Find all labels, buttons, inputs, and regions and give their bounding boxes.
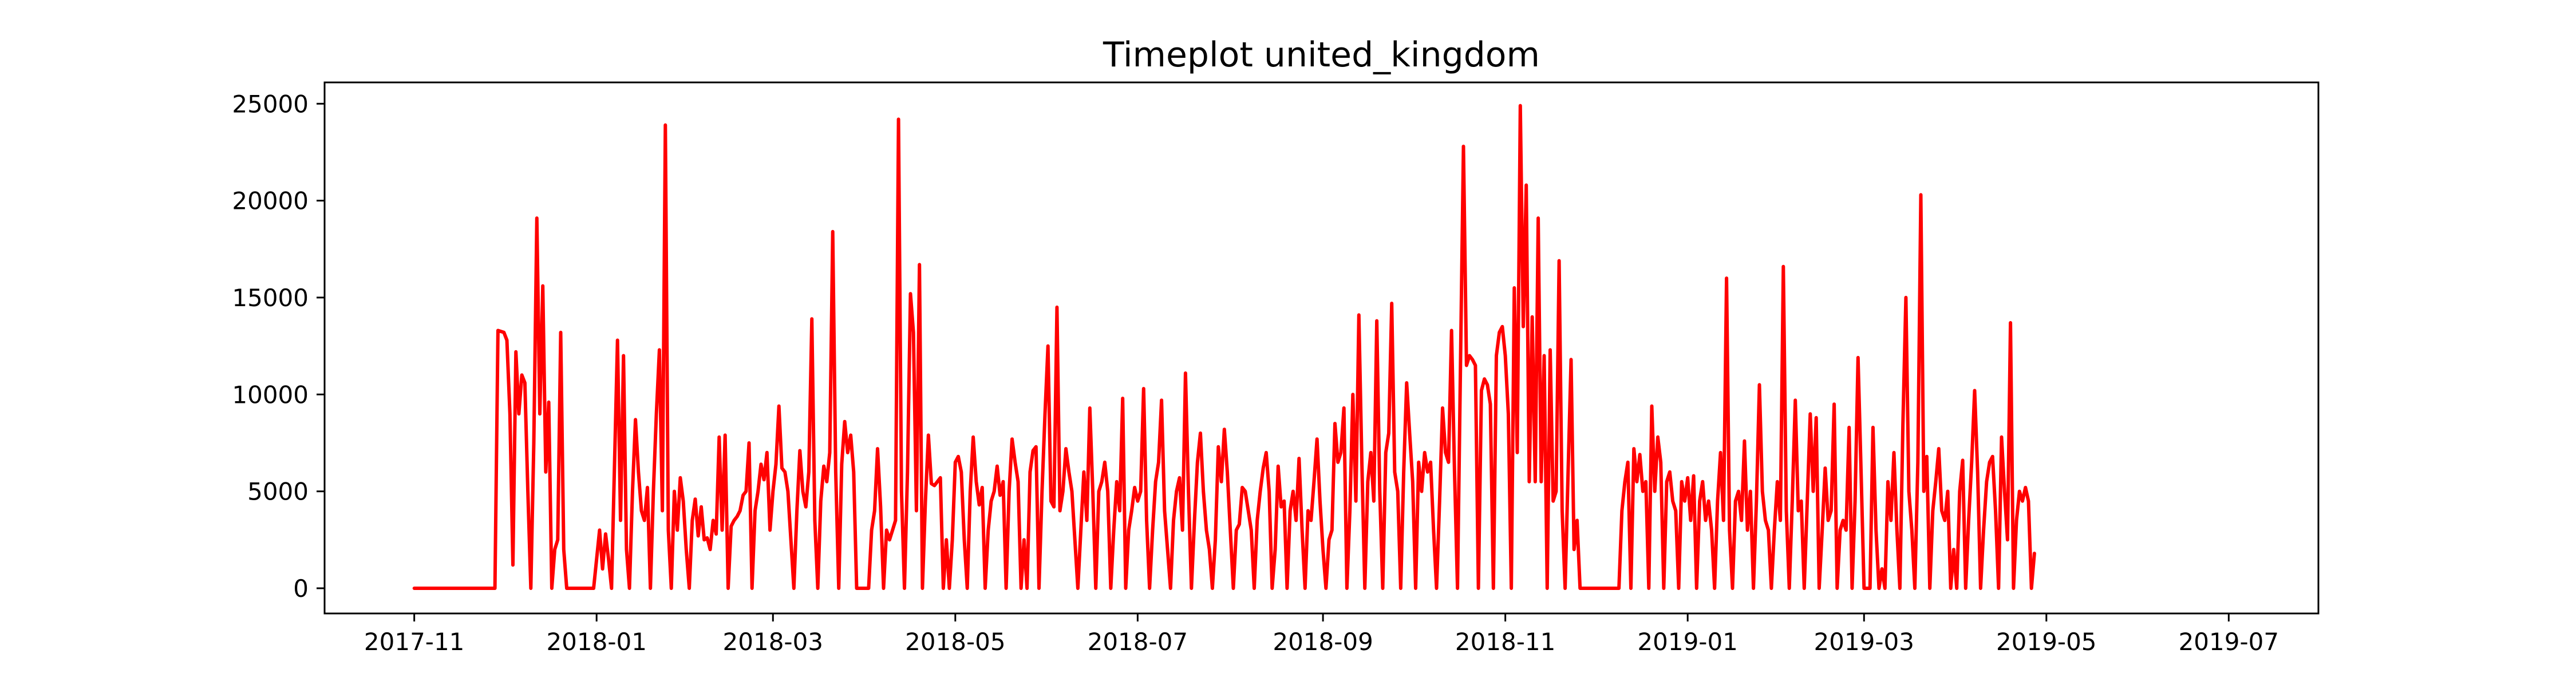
y-tick-label: 5000 bbox=[247, 478, 309, 506]
y-tick-label: 10000 bbox=[232, 381, 309, 409]
series-line bbox=[412, 104, 2036, 590]
y-axis: 0 5000 10000 15000 20000 25000 bbox=[232, 90, 325, 603]
y-tick-label: 25000 bbox=[232, 90, 309, 118]
y-tick-label: 15000 bbox=[232, 284, 309, 312]
x-tick-label: 2018-09 bbox=[1273, 628, 1373, 656]
x-tick-label: 2019-07 bbox=[2179, 628, 2279, 656]
x-tick-label: 2018-07 bbox=[1088, 628, 1188, 656]
x-tick-label: 2018-03 bbox=[723, 628, 824, 656]
x-tick-label: 2017-11 bbox=[364, 628, 465, 656]
x-tick-label: 2019-05 bbox=[1996, 628, 2097, 656]
x-axis: 2017-11 2018-01 2018-03 2018-05 2018-07 2018-… bbox=[364, 613, 2279, 656]
x-tick-label: 2019-01 bbox=[1637, 628, 1738, 656]
axes-frame bbox=[323, 81, 2320, 615]
y-tick-label: 0 bbox=[293, 575, 309, 603]
chart-title: Timeplot united_kingdom bbox=[1103, 35, 1540, 75]
y-tick-label: 20000 bbox=[232, 187, 309, 215]
x-tick-label: 2018-11 bbox=[1455, 628, 1556, 656]
x-tick-label: 2019-03 bbox=[1814, 628, 1915, 656]
x-tick-label: 2018-05 bbox=[905, 628, 1006, 656]
x-tick-label: 2018-01 bbox=[546, 628, 647, 656]
plot-area bbox=[412, 104, 2036, 590]
